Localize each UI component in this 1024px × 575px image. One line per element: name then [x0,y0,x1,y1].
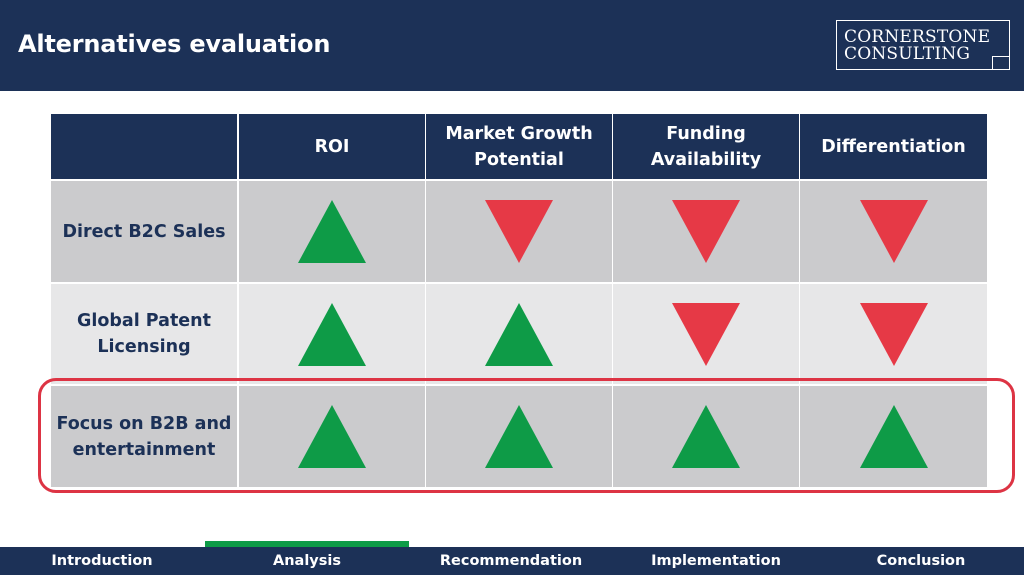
triangle-down-icon [859,302,928,366]
triangle-down-icon [672,302,740,366]
rating-cell [239,386,425,487]
evaluation-table: ROI Market Growth Potential Funding Avai… [51,114,987,487]
rating-cell [426,284,612,384]
nav-item-conclusion[interactable]: Conclusion [876,553,966,569]
rating-cell [613,181,799,282]
triangle-down-icon [859,200,928,263]
column-header-roi: ROI [239,114,425,179]
nav-active-indicator [205,541,409,547]
section-nav-bar: Introduction Analysis Recommendation Imp… [0,547,1024,575]
row-label-focus-b2b: Focus on B2B and entertainment [51,386,237,487]
triangle-up-icon [859,405,928,468]
triangle-down-icon [485,200,553,263]
rating-cell [800,181,987,282]
rating-cell [800,386,987,487]
triangle-up-icon [672,405,740,468]
column-header-differentiation: Differentiation [800,114,987,179]
logo-text-line2: CONSULTING [844,44,971,64]
table-corner-header [51,114,237,179]
nav-item-implementation[interactable]: Implementation [651,553,781,569]
triangle-up-icon [298,405,366,468]
nav-item-analysis[interactable]: Analysis [273,553,341,569]
nav-item-introduction[interactable]: Introduction [51,553,153,569]
rating-cell [426,181,612,282]
rating-cell [800,284,987,384]
recommended-row-highlight [38,378,1015,493]
rating-cell [613,284,799,384]
logo-corner-mark [992,56,1010,70]
rating-cell [239,181,425,282]
column-header-market-growth: Market Growth Potential [426,114,612,179]
rating-cell [239,284,425,384]
rating-cell [613,386,799,487]
header-bar: Alternatives evaluation CORNERSTONE CONS… [0,0,1024,91]
column-header-funding: Funding Availability [613,114,799,179]
triangle-up-icon [298,200,366,263]
row-label-direct-b2c: Direct B2C Sales [51,181,237,282]
row-label-global-patent: Global Patent Licensing [51,284,237,384]
page-title: Alternatives evaluation [18,30,331,58]
rating-cell [426,386,612,487]
triangle-down-icon [672,200,740,263]
nav-item-recommendation[interactable]: Recommendation [439,553,583,569]
triangle-up-icon [485,302,553,366]
company-logo: CORNERSTONE CONSULTING [836,20,1010,70]
triangle-up-icon [298,302,366,366]
logo-text-line1: CORNERSTONE [844,27,991,47]
triangle-up-icon [485,405,553,468]
